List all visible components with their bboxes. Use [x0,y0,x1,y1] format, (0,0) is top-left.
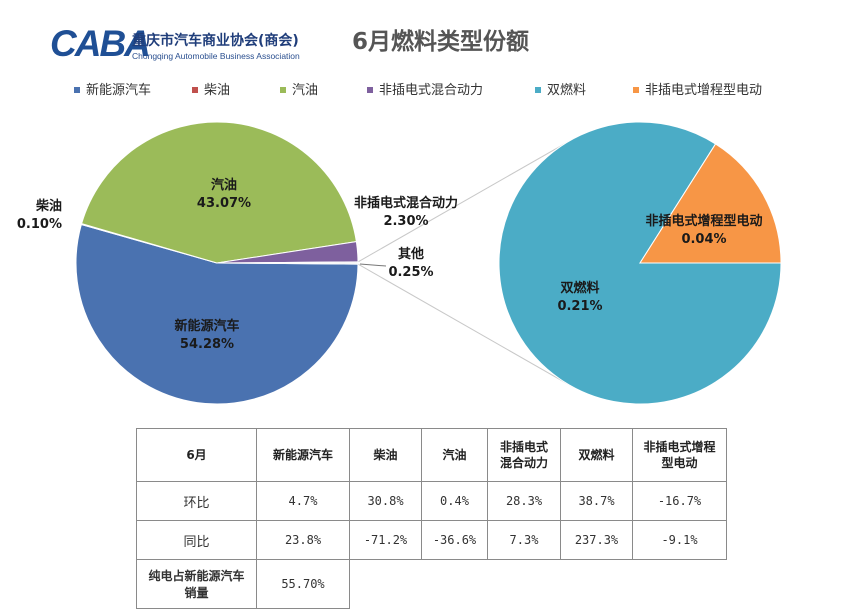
data-label-name: 其他 [398,246,424,262]
data-label-value: 0.21% [557,299,602,314]
secondary-pie [498,121,782,405]
legend-label: 非插电式混合动力 [379,83,483,98]
table-cell: 38.7% [560,481,633,521]
data-label-nev: 新能源汽车 54.28% [174,318,239,352]
chart-title: 6月燃料类型份额 [352,29,530,55]
connector-line-bottom [357,263,575,388]
data-label-name: 汽油 [211,177,237,193]
table-cell: 0.4% [421,481,488,521]
data-label-value: 0.10% [17,217,62,232]
empty-cell [488,560,561,609]
row-header: 同比 [136,520,257,560]
legend-label: 汽油 [292,83,318,98]
table-cell: 28.3% [487,481,561,521]
table-header-row: 6月 新能源汽车 柴油 汽油 非插电式 混合动力 双燃料 非插电式增程 型电动 [136,428,727,482]
data-label-name: 柴油 [35,198,62,214]
data-label-hev: 非插电式混合动力 2.30% [354,195,458,229]
empty-cell [422,560,488,609]
table-cell: 30.8% [349,481,422,521]
column-header: 非插电式增程 型电动 [632,428,727,482]
column-header: 非插电式 混合动力 [487,428,561,482]
column-header: 汽油 [421,428,488,482]
connector-line-top [357,138,575,263]
table-cell: 4.7% [256,481,350,521]
pie-of-pie-chart: 新能源汽车 柴油 汽油 非插电式混合动力 双燃料 非插电式增程型电动 新能源汽车54.28… [17,82,782,405]
chart-legend: 新能源汽车 柴油 汽油 非插电式混合动力 双燃料 非插电式增程型电动 [74,82,762,98]
data-label-gasoline: 汽油 43.07% [197,177,251,211]
table-row: 同比 23.8% -71.2% -36.6% 7.3% 237.3% -9.1% [136,520,727,560]
table-row: 环比 4.7% 30.8% 0.4% 28.3% 38.7% -16.7% [136,481,727,521]
pie-slice-i51764ed6 [216,261,359,265]
table-cell: -16.7% [632,481,727,521]
legend-swatch [535,87,541,93]
table-cell: -71.2% [349,520,422,560]
data-label-value: 0.25% [388,265,433,280]
data-label-other: 其他 0.25% [388,246,433,280]
table-cell: 55.70% [256,559,350,609]
data-label-value: 54.28% [180,337,234,352]
growth-table: 6月 新能源汽车 柴油 汽油 非插电式 混合动力 双燃料 非插电式增程 型电动 环比 4.7% 30… [136,428,727,609]
legend-swatch [280,87,286,93]
legend-label: 新能源汽车 [86,82,151,98]
data-label-name: 非插电式增程型电动 [645,213,762,229]
association-logo: CABA 重庆市汽车商业协会(商会) Chongqing Automobile … [50,24,300,68]
main-pie [75,121,359,405]
legend-label: 非插电式增程型电动 [645,83,762,98]
column-header: 新能源汽车 [256,428,350,482]
logo-mark: CABA [50,23,151,64]
data-label-diesel: 柴油 0.10% [17,198,62,232]
data-label-name: 双燃料 [560,280,599,296]
empty-cell [633,560,727,609]
sub-slice-i975e63d275355f0f [639,143,782,264]
pie-slice-i6c7d6cb9 [80,121,357,264]
column-header: 柴油 [349,428,422,482]
table-cell: 237.3% [560,520,633,560]
row-header: 环比 [136,481,257,521]
data-label-value: 2.30% [383,214,428,229]
table-cell: 23.8% [256,520,350,560]
legend-label: 双燃料 [547,82,586,98]
data-label-value: 43.07% [197,196,251,211]
logo-name-en: Chongqing Automobile Business Associatio… [132,51,300,61]
legend-swatch [74,87,80,93]
data-label-value: 0.04% [681,232,726,247]
logo-name-cn: 重庆市汽车商业协会(商会) [132,33,299,49]
legend-swatch [367,87,373,93]
empty-cell [561,560,633,609]
table-cell: -36.6% [421,520,488,560]
column-header: 双燃料 [560,428,633,482]
data-label-erev: 非插电式增程型电动 0.04% [645,213,762,247]
data-label-dual-fuel: 双燃料 0.21% [557,280,602,314]
leader-line-other [359,263,387,267]
data-label-name: 新能源汽车 [174,318,239,334]
row-header: 纯电占新能源汽车 销量 [136,559,257,609]
table-cell: 7.3% [487,520,561,560]
empty-cell [350,560,422,609]
table-cell: -9.1% [632,520,727,560]
table-row-bev-share: 纯电占新能源汽车 销量 55.70% [136,559,727,609]
pie-connector-lines [357,138,575,388]
legend-label: 柴油 [204,83,230,98]
pie-slice-i65b080fd6e906c7d [75,223,359,405]
data-label-name: 非插电式混合动力 [354,195,458,211]
legend-swatch [192,87,198,93]
legend-swatch [633,87,639,93]
table-corner-header: 6月 [136,428,257,482]
data-labels: 新能源汽车 54.28% 柴油 0.10% 汽油 43.07% 非插电式混合动力 2.30% 其… [17,177,763,352]
